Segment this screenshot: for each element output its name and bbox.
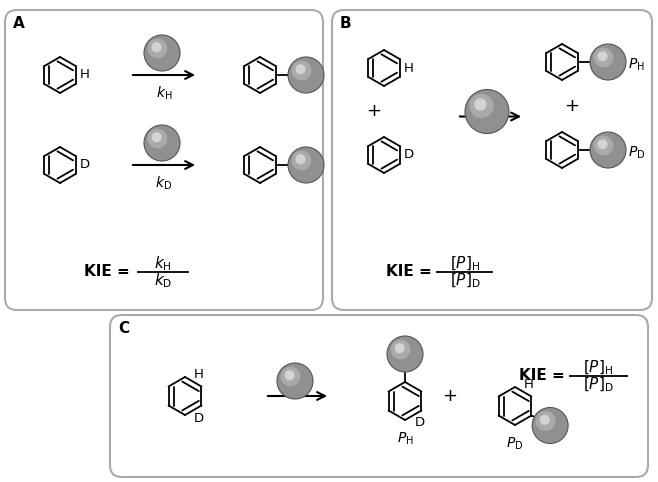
Text: H: H: [524, 377, 534, 390]
Text: +: +: [442, 387, 457, 405]
Circle shape: [288, 57, 324, 93]
Circle shape: [288, 147, 324, 183]
Text: $P_\mathregular{H}$: $P_\mathregular{H}$: [397, 431, 413, 447]
Text: H: H: [404, 62, 414, 75]
Circle shape: [147, 39, 167, 58]
Text: $P_\mathregular{D}$: $P_\mathregular{D}$: [506, 436, 524, 452]
Text: +: +: [565, 97, 580, 115]
Text: $[P]_\mathregular{H}$: $[P]_\mathregular{H}$: [450, 255, 480, 273]
Circle shape: [590, 44, 626, 80]
Circle shape: [277, 363, 313, 399]
Circle shape: [536, 411, 555, 431]
Circle shape: [291, 150, 311, 171]
Circle shape: [284, 370, 295, 380]
Text: D: D: [415, 416, 425, 429]
Text: $k_\mathregular{H}$: $k_\mathregular{H}$: [156, 85, 172, 102]
Text: $k_\mathregular{H}$: $k_\mathregular{H}$: [154, 254, 172, 273]
Circle shape: [594, 48, 613, 67]
Text: $[P]_\mathregular{H}$: $[P]_\mathregular{H}$: [583, 359, 613, 377]
Circle shape: [597, 51, 607, 61]
FancyBboxPatch shape: [332, 10, 652, 310]
Circle shape: [280, 367, 301, 387]
Text: H: H: [194, 367, 204, 380]
Text: KIE =: KIE =: [386, 265, 432, 280]
Text: A: A: [13, 16, 25, 31]
Text: $k_\mathregular{D}$: $k_\mathregular{D}$: [154, 272, 172, 290]
Circle shape: [291, 61, 311, 80]
Circle shape: [147, 129, 167, 148]
Circle shape: [594, 135, 613, 155]
Text: KIE =: KIE =: [519, 369, 565, 384]
Circle shape: [144, 35, 180, 71]
Circle shape: [144, 125, 180, 161]
Text: KIE =: KIE =: [84, 265, 130, 280]
Circle shape: [474, 98, 486, 111]
Text: $k_\mathregular{D}$: $k_\mathregular{D}$: [155, 175, 172, 192]
Circle shape: [387, 336, 423, 372]
Circle shape: [295, 64, 305, 74]
Circle shape: [395, 343, 405, 353]
Circle shape: [540, 415, 549, 425]
Text: $[P]_\mathregular{D}$: $[P]_\mathregular{D}$: [449, 272, 480, 290]
Circle shape: [465, 90, 509, 134]
FancyBboxPatch shape: [5, 10, 323, 310]
Text: D: D: [404, 148, 414, 161]
Text: B: B: [340, 16, 351, 31]
Text: D: D: [194, 412, 204, 425]
Text: D: D: [80, 159, 90, 172]
Text: $P_\mathregular{H}$: $P_\mathregular{H}$: [628, 57, 645, 73]
Circle shape: [469, 94, 494, 118]
Circle shape: [532, 407, 568, 443]
Text: $[P]_\mathregular{D}$: $[P]_\mathregular{D}$: [582, 376, 613, 394]
Circle shape: [151, 42, 162, 52]
Circle shape: [597, 139, 607, 149]
Circle shape: [151, 132, 162, 142]
Circle shape: [295, 154, 305, 164]
Text: +: +: [367, 103, 382, 120]
Circle shape: [391, 340, 411, 360]
Circle shape: [590, 132, 626, 168]
FancyBboxPatch shape: [110, 315, 648, 477]
Text: H: H: [80, 68, 90, 81]
Text: C: C: [118, 321, 129, 336]
Text: $P_\mathregular{D}$: $P_\mathregular{D}$: [628, 145, 645, 161]
